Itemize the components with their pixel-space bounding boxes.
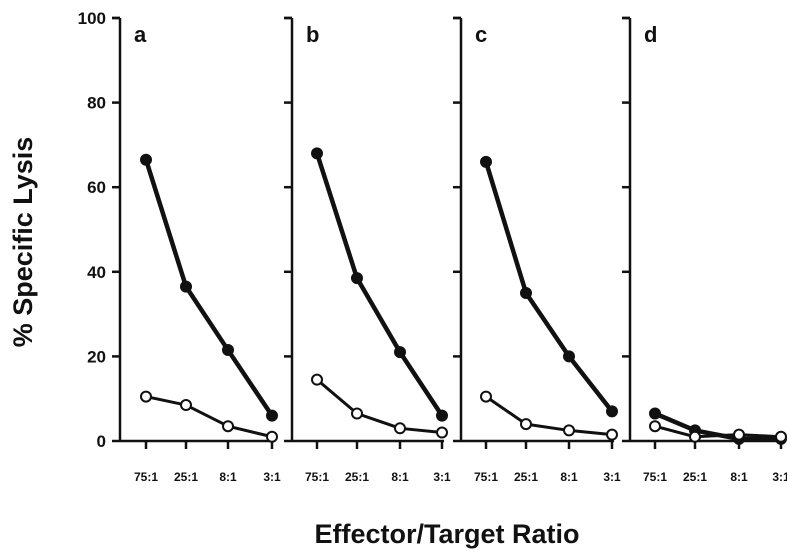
x-tick-label: 3:1 — [772, 470, 787, 484]
x-axis-title: Effector/Target Ratio — [314, 519, 579, 549]
open-circle-point — [775, 430, 787, 443]
filled-circle-point — [266, 409, 278, 422]
filled-circle-point — [436, 409, 448, 422]
panel-a: 0 20 40 60 80 100 75:1 25:1 8:1 3:1 a — [78, 9, 281, 484]
x-tick-label: 3:1 — [263, 470, 281, 484]
filled-circle-point — [222, 344, 234, 357]
open-circle-point — [689, 430, 701, 443]
open-circle-point — [649, 420, 661, 433]
y-tick-label: 60 — [87, 178, 106, 197]
open-series-d — [649, 420, 787, 443]
series-line — [654, 424, 782, 439]
x-tick-label: 75:1 — [474, 470, 498, 484]
panel-d: 75:1 25:1 8:1 3:1 d — [622, 16, 787, 484]
series-layer — [140, 147, 787, 445]
axes-layer: 0 20 40 60 80 100 75:1 25:1 8:1 3:1 a 75:1 25:1 8:1 3:… — [78, 9, 787, 484]
series-line — [314, 152, 444, 417]
x-tick-label: 75:1 — [643, 470, 667, 484]
filled-circle-point — [180, 280, 192, 293]
y-tick-label: 80 — [87, 94, 106, 113]
filled-circle-point — [351, 272, 363, 285]
open-circle-point — [311, 373, 323, 386]
open-circle-point — [394, 422, 406, 435]
y-tick-label: 0 — [97, 432, 106, 451]
x-tick-label: 8:1 — [730, 470, 748, 484]
open-circle-point — [733, 428, 745, 441]
x-tick-label: 3:1 — [433, 470, 451, 484]
filled-circle-point — [311, 147, 323, 160]
x-tick-label: 75:1 — [134, 470, 158, 484]
panel-c: 75:1 25:1 8:1 3:1 c — [453, 16, 621, 484]
x-tick-label: 8:1 — [560, 470, 578, 484]
open-circle-point — [480, 390, 492, 403]
series-line — [143, 159, 274, 417]
filled-circle-point — [606, 405, 618, 418]
x-tick-label: 8:1 — [219, 470, 237, 484]
panel-label-c: c — [475, 22, 487, 47]
open-series-b — [311, 373, 448, 439]
x-tick-label: 75:1 — [305, 470, 329, 484]
filled-circle-point — [563, 350, 575, 363]
x-tick-label: 8:1 — [391, 470, 409, 484]
open-circle-point — [140, 390, 152, 403]
series-line — [145, 395, 273, 439]
panel-label-b: b — [306, 22, 319, 47]
filled-series-c — [480, 155, 618, 418]
filled-circle-point — [520, 286, 532, 299]
filled-series-a — [140, 153, 278, 422]
open-series-a — [140, 390, 278, 443]
x-tick-label: 3:1 — [603, 470, 621, 484]
open-circle-point — [351, 407, 363, 420]
y-tick-label: 100 — [78, 9, 106, 28]
series-line — [485, 395, 613, 437]
filled-circle-point — [480, 155, 492, 168]
open-circle-point — [266, 430, 278, 443]
y-tick-label: 20 — [87, 347, 106, 366]
x-tick-label: 25:1 — [683, 470, 707, 484]
filled-circle-point — [649, 407, 661, 420]
x-tick-label: 25:1 — [345, 470, 369, 484]
y-tick-label: 40 — [87, 263, 106, 282]
open-circle-point — [520, 418, 532, 431]
series-line — [316, 378, 443, 435]
open-circle-point — [180, 399, 192, 412]
filled-circle-point — [140, 153, 152, 166]
open-series-c — [480, 390, 618, 441]
x-tick-label: 25:1 — [514, 470, 538, 484]
panel-label-d: d — [644, 22, 657, 47]
open-circle-point — [436, 426, 448, 439]
panel-b: 75:1 25:1 8:1 3:1 b — [284, 16, 451, 484]
open-circle-point — [222, 420, 234, 433]
x-tick-label: 25:1 — [174, 470, 198, 484]
filled-series-d — [649, 407, 787, 445]
open-circle-point — [606, 428, 618, 441]
open-circle-point — [563, 424, 575, 437]
y-axis-title: % Specific Lysis — [8, 137, 38, 348]
series-line — [483, 161, 614, 413]
filled-series-b — [311, 147, 448, 422]
panel-label-a: a — [134, 22, 147, 47]
filled-circle-point — [394, 346, 406, 359]
